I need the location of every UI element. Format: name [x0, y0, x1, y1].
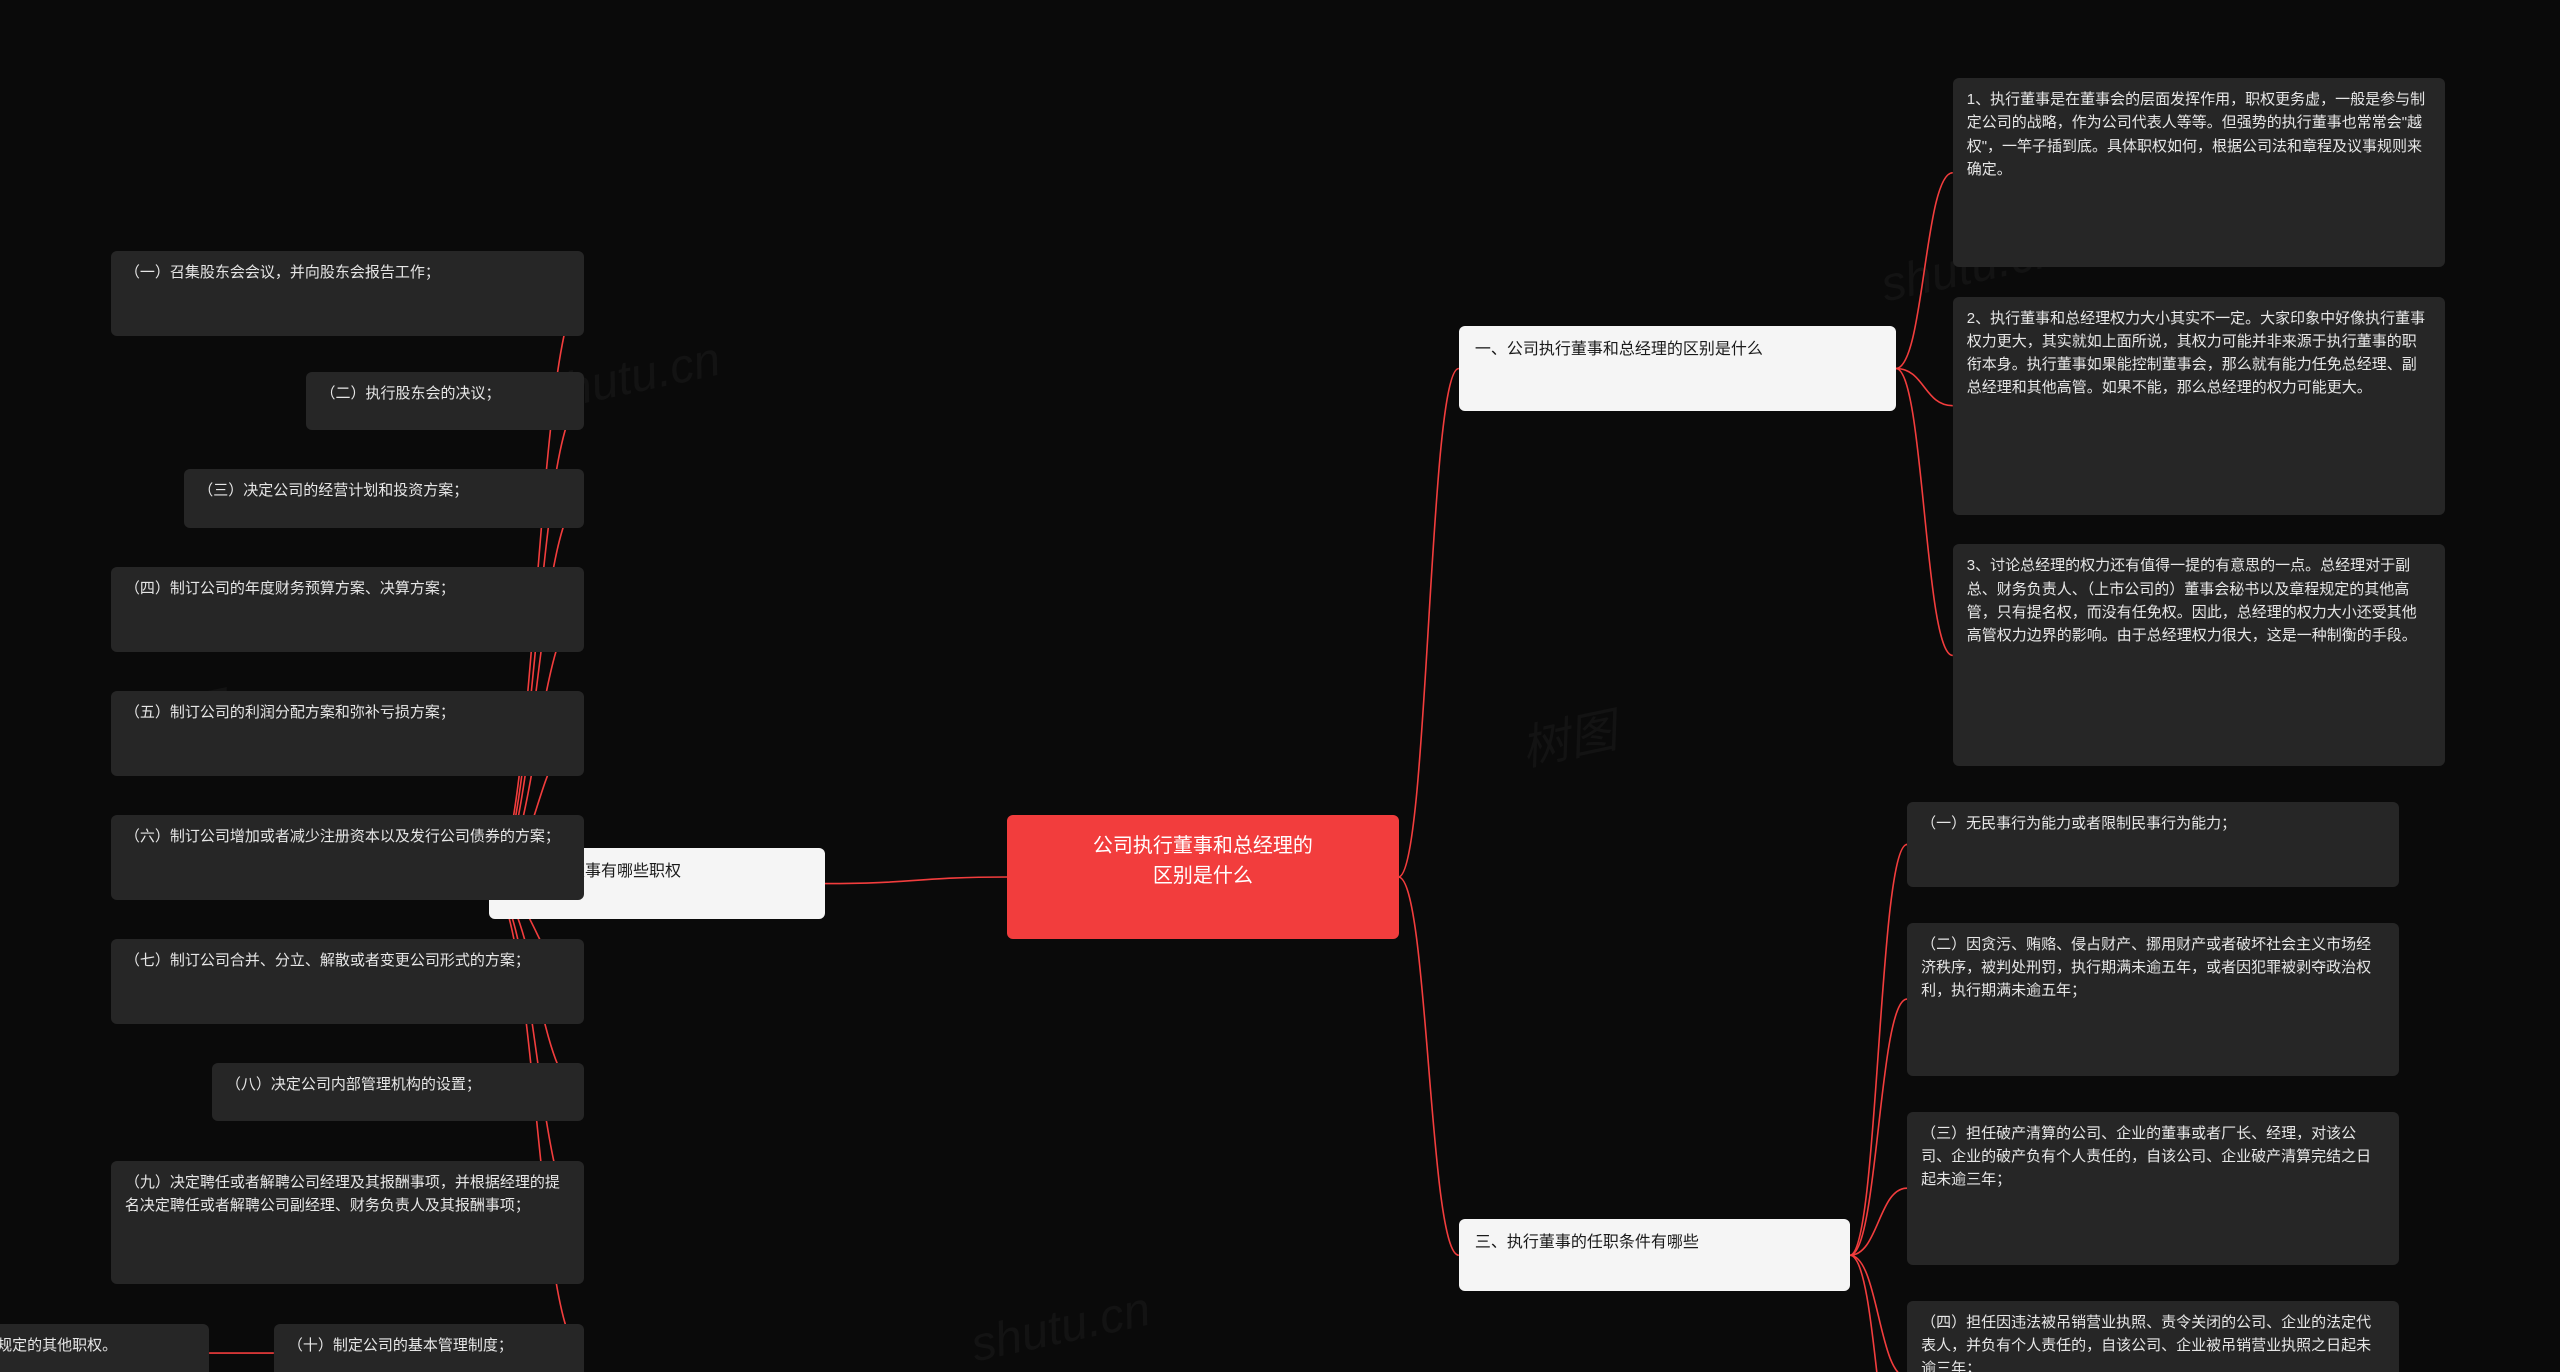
watermark-4: 树图: [1514, 691, 1622, 779]
leaf-b2-1[interactable]: （一）召集股东会会议，并向股东会报告工作；: [111, 251, 584, 336]
leaf-b2-9[interactable]: （九）决定聘任或者解聘公司经理及其报酬事项，并根据经理的提名决定聘任或者解聘公司…: [111, 1161, 584, 1285]
leaf-b2-2[interactable]: （二）执行股东会的决议；: [306, 372, 583, 431]
leaf-b1-2[interactable]: 2、执行董事和总经理权力大小其实不一定。大家印象中好像执行董事权力更大，其实就如…: [1953, 297, 2445, 515]
mindmap-canvas: shutu.cn 树图 shutu.cn 树图 shutu.cn 公司执行董事和…: [0, 0, 2560, 1372]
leaf-b2-7[interactable]: （七）制订公司合并、分立、解散或者变更公司形式的方案；: [111, 939, 584, 1024]
leaf-b1-1[interactable]: 1、执行董事是在董事会的层面发挥作用，职权更务虚，一般是参与制定公司的战略，作为…: [1953, 78, 2445, 267]
leaf-b2-6[interactable]: （六）制订公司增加或者减少注册资本以及发行公司债券的方案；: [111, 815, 584, 900]
leaf-b2-4[interactable]: （四）制订公司的年度财务预算方案、决算方案；: [111, 567, 584, 652]
leaf-b2-3[interactable]: （三）决定公司的经营计划和投资方案；: [184, 469, 583, 528]
leaf-b3-4[interactable]: （四）担任因违法被吊销营业执照、责令关闭的公司、企业的法定代表人，并负有个人责任…: [1907, 1301, 2399, 1372]
leaf-b3-3[interactable]: （三）担任破产清算的公司、企业的董事或者厂长、经理，对该公司、企业的破产负有个人…: [1907, 1112, 2399, 1265]
leaf-b2-11[interactable]: （十一）公司章程规定的其他职权。: [0, 1324, 209, 1372]
branch-1[interactable]: 一、公司执行董事和总经理的区别是什么: [1459, 326, 1896, 411]
leaf-b2-10[interactable]: （十）制定公司的基本管理制度；: [274, 1324, 584, 1372]
leaf-b1-3[interactable]: 3、讨论总经理的权力还有值得一提的有意思的一点。总经理对于副总、财务负责人、（上…: [1953, 544, 2445, 766]
leaf-b2-5[interactable]: （五）制订公司的利润分配方案和弥补亏损方案；: [111, 691, 584, 776]
leaf-b2-8[interactable]: （八）决定公司内部管理机构的设置；: [212, 1063, 584, 1122]
leaf-b3-2[interactable]: （二）因贪污、贿赂、侵占财产、挪用财产或者破坏社会主义市场经济秩序，被判处刑罚，…: [1907, 923, 2399, 1076]
branch-3[interactable]: 三、执行董事的任职条件有哪些: [1459, 1219, 1850, 1291]
watermark-5: shutu.cn: [966, 1282, 1155, 1372]
leaf-b3-1[interactable]: （一）无民事行为能力或者限制民事行为能力；: [1907, 802, 2399, 887]
root-node[interactable]: 公司执行董事和总经理的区别是什么: [1007, 815, 1398, 939]
